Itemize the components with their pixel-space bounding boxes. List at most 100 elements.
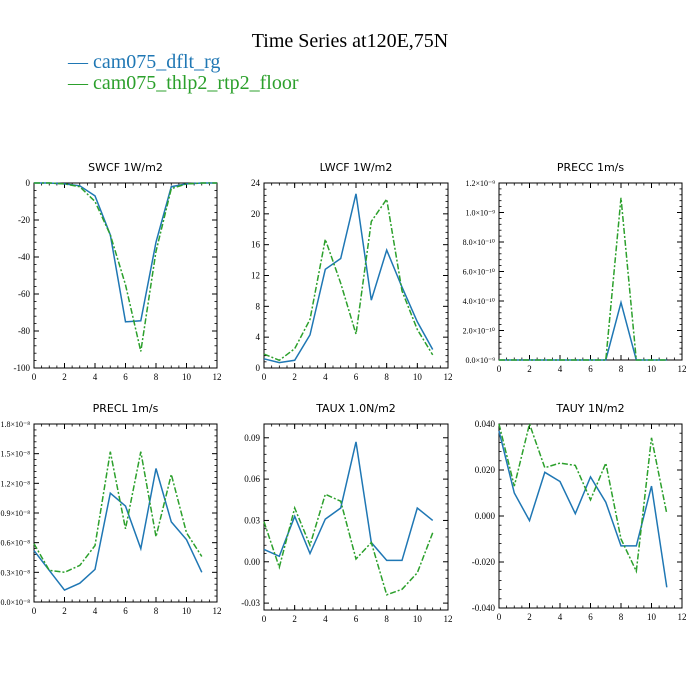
x-tick-label: 4 (558, 364, 563, 374)
legend-label-floor: cam075_thlp2_rtp2_floor (93, 72, 299, 94)
x-tick-label: 12 (444, 372, 453, 382)
panel-title: SWCF 1W/m2 (88, 161, 163, 174)
y-tick-label: 20 (251, 209, 261, 219)
y-tick-label: 0.03 (244, 515, 260, 525)
plot-frame (33, 182, 218, 369)
x-tick-label: 0 (497, 612, 502, 622)
y-tick-label: -0.020 (472, 557, 496, 567)
x-tick-label: 2 (292, 614, 297, 624)
x-tick-label: 8 (619, 364, 624, 374)
x-tick-label: 4 (558, 612, 563, 622)
x-tick-label: 6 (123, 606, 128, 616)
series-line-dflt (263, 441, 434, 562)
y-tick-label: 8.0×10⁻¹⁰ (463, 238, 495, 247)
x-tick-label: 2 (62, 606, 67, 616)
y-tick-label: 0.06 (244, 474, 260, 484)
x-tick-label: 8 (154, 372, 159, 382)
panel-title: PRECC 1m/s (557, 161, 625, 174)
x-tick-label: 2 (292, 372, 297, 382)
panel-precl: PRECL 1m/s 0 2 4 6 8 10 12 0.0×10⁻⁸ 0.3×10⁻⁸ 0.6×1… (0, 402, 221, 616)
panel-precc: PRECC 1m/s 0 2 4 6 8 10 12 0.0×10⁻⁹ 2.0×10⁻¹⁰ 4.0×… (463, 161, 687, 374)
series-line-floor (33, 451, 203, 574)
legend-entry-dflt: — cam075_dflt_rg (68, 51, 220, 74)
legend-entry-floor: — cam075_thlp2_rtp2_floor (68, 72, 299, 95)
x-tick-label: 10 (413, 372, 423, 382)
series-line-floor (34, 182, 217, 352)
panel-title: PRECL 1m/s (93, 402, 159, 415)
y-tick-label: 4 (256, 332, 261, 342)
x-tick-label: 2 (62, 372, 67, 382)
y-tick-label: 0.0×10⁻⁹ (465, 356, 495, 365)
x-tick-label: 6 (588, 612, 593, 622)
y-tick-label: 0.3×10⁻⁸ (0, 568, 30, 577)
x-tick-label: 6 (123, 372, 128, 382)
y-tick-label: 16 (251, 240, 261, 250)
panel-swcf: SWCF 1W/m2 0 2 4 6 8 10 12 -100 -80 -60 -40 -20 0 (14, 161, 222, 382)
y-tick-label: 2.0×10⁻¹⁰ (463, 327, 495, 336)
main-title: Time Series at120E,75N (251, 30, 449, 52)
x-tick-label: 12 (678, 612, 687, 622)
y-tick-label: 1.2×10⁻⁹ (465, 179, 495, 188)
legend-label-dflt: cam075_dflt_rg (93, 51, 221, 73)
panel-taux: TAUX 1.0N/m2 0 2 4 6 8 10 12 -0.03 0.00 0.03 0.06 0.… (241, 402, 452, 624)
y-tick-label: 0 (26, 178, 31, 188)
x-tick-label: 6 (354, 372, 359, 382)
x-tick-label: 6 (354, 614, 359, 624)
x-tick-label: 4 (323, 614, 328, 624)
x-tick-label: 10 (647, 364, 657, 374)
y-tick-label: -40 (18, 252, 30, 262)
x-tick-label: 0 (32, 372, 37, 382)
series-line-floor (499, 197, 667, 361)
series-line-dflt (499, 299, 667, 361)
legend-swatch-floor: — (68, 72, 88, 94)
panel-tauy: TAUY 1N/m2 0 2 4 6 8 10 12 -0.040 -0.020 0.000 0.02… (472, 402, 687, 622)
x-tick-label: 4 (93, 372, 98, 382)
x-tick-label: 0 (497, 364, 502, 374)
x-tick-label: 12 (678, 364, 687, 374)
x-tick-label: 8 (384, 372, 389, 382)
y-tick-label: -0.03 (241, 598, 260, 608)
y-tick-label: 0.6×10⁻⁸ (0, 539, 30, 548)
y-tick-label: 0.000 (475, 511, 496, 521)
y-tick-label: 1.8×10⁻⁸ (0, 420, 30, 429)
y-tick-label: 1.2×10⁻⁸ (0, 479, 30, 488)
series-line-dflt (498, 430, 668, 588)
y-tick-label: 0.09 (244, 433, 260, 443)
y-tick-label: 0.020 (475, 465, 496, 475)
y-tick-label: 0.0×10⁻⁸ (0, 598, 30, 607)
y-tick-label: 6.0×10⁻¹⁰ (463, 268, 495, 277)
y-tick-label: -0.040 (472, 603, 496, 613)
plot-frame (498, 182, 683, 361)
x-tick-label: 4 (323, 372, 328, 382)
y-tick-label: -80 (18, 326, 30, 336)
y-tick-label: 8 (256, 301, 261, 311)
legend-swatch-dflt: — (68, 51, 88, 73)
y-tick-label: 24 (251, 178, 261, 188)
y-tick-label: 0 (256, 363, 261, 373)
x-tick-label: 4 (93, 606, 98, 616)
x-tick-label: 6 (588, 364, 593, 374)
y-tick-label: 0.040 (475, 419, 496, 429)
panel-title: LWCF 1W/m2 (320, 161, 393, 174)
x-tick-label: 2 (527, 612, 532, 622)
x-tick-label: 10 (413, 614, 423, 624)
y-tick-label: 1.0×10⁻⁹ (465, 209, 495, 218)
y-tick-label: 4.0×10⁻¹⁰ (463, 297, 495, 306)
x-tick-label: 0 (262, 614, 267, 624)
x-tick-label: 8 (384, 614, 389, 624)
series-line-floor (263, 197, 434, 362)
y-tick-label: -100 (14, 363, 31, 373)
series-line-dflt (33, 468, 203, 592)
series-line-dflt (263, 193, 434, 364)
y-tick-label: -60 (18, 289, 30, 299)
x-tick-label: 10 (182, 372, 192, 382)
panel-title: TAUY 1N/m2 (555, 402, 624, 415)
x-tick-label: 0 (32, 606, 37, 616)
x-tick-label: 10 (647, 612, 657, 622)
y-tick-label: 0.00 (244, 557, 260, 567)
series-line-floor (498, 421, 668, 574)
x-tick-label: 10 (182, 606, 192, 616)
x-tick-label: 0 (262, 372, 267, 382)
